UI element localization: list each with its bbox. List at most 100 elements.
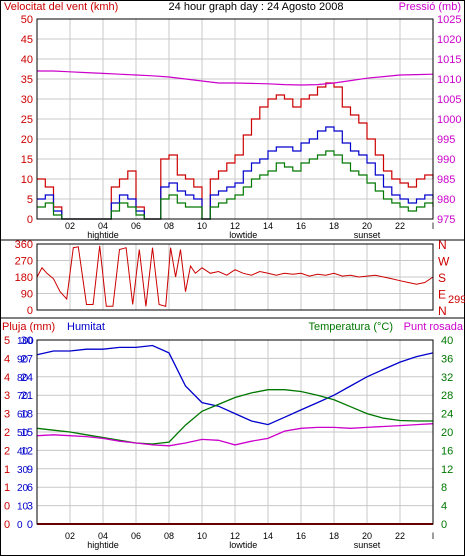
tide-event-label: sunset — [354, 230, 381, 240]
compass-label: N — [438, 238, 447, 252]
rain-tick-label: 2 — [4, 427, 10, 439]
right-tick-label: 990 — [437, 154, 455, 166]
direction-tick-label: 90 — [21, 289, 33, 301]
x-tick-label: 14 — [263, 221, 273, 231]
x-tick-label: 02 — [65, 531, 75, 541]
x-tick-label: 20 — [362, 531, 372, 541]
humidity-tick-label: 20 — [17, 483, 29, 494]
left-tick-label: 5 — [27, 194, 33, 206]
direction-tick-label: 270 — [15, 256, 33, 268]
tide-event-label: hightide — [87, 540, 119, 550]
x-tick-label: l — [432, 221, 434, 231]
humidity-tick-label: 10 — [17, 502, 29, 513]
x-tick-label: 20 — [362, 221, 372, 231]
temp-left-tick-label: 12 — [21, 445, 33, 457]
compass-label: S — [438, 271, 446, 285]
left-tick-label: 40 — [21, 54, 33, 66]
tide-event-label: hightide — [87, 230, 119, 240]
temp-right-tick-label: 12 — [441, 464, 453, 476]
direction-tick-label: 0 — [27, 305, 33, 317]
temp-right-tick-label: 32 — [441, 372, 453, 384]
series-line-green — [36, 389, 433, 445]
humidity-tick-label: 70 — [17, 391, 29, 402]
temp-left-tick-label: 15 — [21, 427, 33, 439]
temp-left-tick-label: 18 — [21, 409, 33, 421]
compass-label: N — [438, 304, 447, 318]
right-tick-label: 995 — [437, 134, 455, 146]
humidity-tick-label: 60 — [17, 410, 29, 421]
rain-tick-label: 0 — [4, 519, 10, 531]
temperature-axis-label: Temperatura (°C) — [309, 321, 393, 333]
temp-right-tick-label: 8 — [441, 482, 447, 494]
humidity-tick-label: 90 — [17, 354, 29, 365]
left-tick-label: 10 — [21, 174, 33, 186]
compass-label: W — [438, 255, 450, 269]
wind-pressure-chart: 0510152025303540455097598098599099510001… — [4, 1, 461, 240]
rain-tick-label: 5 — [4, 335, 10, 347]
temp-left-tick-label: 9 — [27, 464, 33, 476]
left-tick-label: 30 — [21, 94, 33, 106]
tide-event-label: lowtide — [229, 540, 257, 550]
left-tick-label: 15 — [21, 154, 33, 166]
right-tick-label: 1020 — [437, 34, 461, 46]
humidity-tick-label: 80 — [17, 373, 29, 384]
left-tick-label: 0 — [27, 214, 33, 226]
x-tick-label: 10 — [197, 221, 207, 231]
humidity-tick-label: 0 — [17, 520, 23, 531]
left-tick-label: 50 — [21, 14, 33, 26]
humidity-tick-label: 40 — [17, 446, 29, 457]
right-tick-label: 1005 — [437, 94, 461, 106]
x-tick-label: 16 — [296, 531, 306, 541]
x-tick-label: 04 — [98, 531, 108, 541]
direction-tick-label: 180 — [15, 272, 33, 284]
x-tick-label: 06 — [131, 221, 141, 231]
rain-tick-label: 3 — [4, 390, 10, 402]
right-axis-label: Pressió (mb) — [399, 1, 461, 13]
temp-left-tick-label: 30 — [21, 335, 33, 347]
series-line-blue — [37, 126, 434, 220]
current-direction-value: 299 — [448, 294, 465, 306]
temp-left-tick-label: 27 — [21, 353, 33, 365]
right-tick-label: 980 — [437, 194, 455, 206]
left-tick-label: 45 — [21, 34, 33, 46]
left-tick-label: 35 — [21, 74, 33, 86]
series-line-green — [37, 150, 434, 220]
x-tick-label: 08 — [164, 221, 174, 231]
direction-tick-label: 360 — [15, 239, 33, 251]
left-tick-label: 20 — [21, 134, 33, 146]
x-tick-label: 12 — [230, 221, 240, 231]
temp-left-tick-label: 6 — [27, 482, 33, 494]
x-tick-label: 02 — [65, 221, 75, 231]
rain-axis-label: Pluja (mm) — [2, 321, 55, 333]
x-tick-label: l — [432, 531, 434, 541]
temp-right-tick-label: 36 — [441, 353, 453, 365]
x-tick-label: 04 — [98, 221, 108, 231]
left-tick-label: 25 — [21, 114, 33, 126]
x-tick-label: 18 — [329, 221, 339, 231]
rain-tick-label: 0 — [4, 501, 10, 513]
x-tick-label: 10 — [197, 531, 207, 541]
series-line-red — [37, 82, 434, 220]
series-line-magenta — [37, 70, 434, 86]
plot-frame — [36, 339, 434, 525]
x-tick-label: 14 — [263, 531, 273, 541]
x-tick-label: 16 — [296, 221, 306, 231]
right-tick-label: 1015 — [437, 54, 461, 66]
series-line-magenta — [36, 423, 434, 447]
rain-tick-label: 1 — [4, 464, 10, 476]
dewpoint-axis-label: Punt rosada — [404, 321, 464, 333]
humidity-tick-label: 50 — [17, 428, 29, 439]
humidity-tick-label: 30 — [17, 465, 29, 476]
right-tick-label: 1025 — [437, 14, 461, 26]
x-tick-label: 06 — [131, 531, 141, 541]
plot-frame — [36, 18, 434, 220]
x-tick-label: 18 — [329, 531, 339, 541]
x-tick-label: 22 — [395, 221, 405, 231]
rain-tick-label: 3 — [4, 409, 10, 421]
temp-left-tick-label: 21 — [21, 390, 33, 402]
x-tick-label: 12 — [230, 531, 240, 541]
